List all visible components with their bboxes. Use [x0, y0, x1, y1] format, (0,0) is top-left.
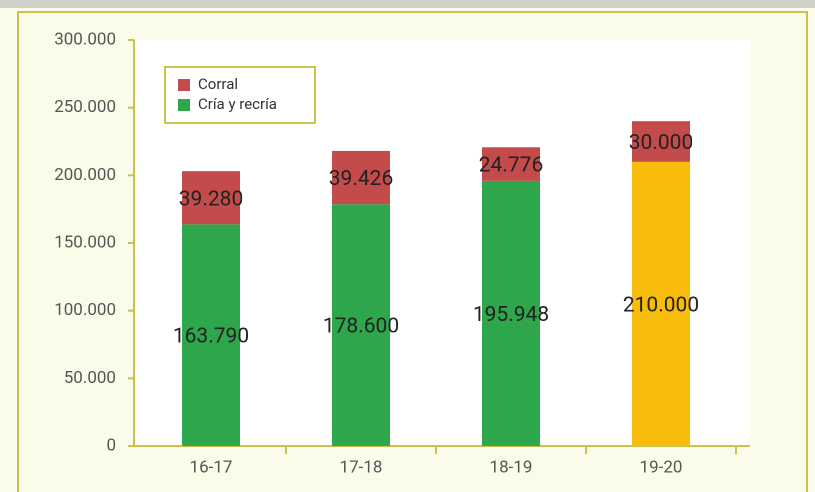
- y-tick-label: 0: [106, 435, 116, 455]
- legend-label: Corral: [198, 75, 238, 93]
- bar-segment: [482, 147, 540, 181]
- x-tick-label: 19-20: [640, 457, 683, 477]
- legend: [164, 66, 316, 124]
- bar-segment: [332, 150, 390, 205]
- value-label: 39.280: [179, 187, 244, 211]
- y-tick-label: 300.000: [54, 29, 116, 49]
- bar-segment: [632, 121, 690, 162]
- value-label: 178.600: [323, 315, 399, 339]
- value-label: 195.948: [473, 303, 549, 327]
- x-tick-label: 18-19: [490, 457, 533, 477]
- y-tick-label: 100.000: [54, 300, 116, 320]
- x-tick-label: 17-18: [340, 457, 383, 477]
- y-tick-label: 150.000: [54, 232, 116, 252]
- value-label: 39.426: [329, 167, 394, 191]
- legend-swatch: [178, 79, 190, 91]
- y-tick-label: 250.000: [54, 97, 116, 117]
- value-label: 30.000: [629, 131, 694, 155]
- value-label: 210.000: [623, 293, 699, 317]
- top-bar: [0, 0, 815, 8]
- value-label: 24.776: [479, 154, 544, 178]
- bar-segment: [182, 171, 240, 225]
- bar-segment: [332, 204, 390, 446]
- value-label: 163.790: [173, 325, 249, 349]
- legend-swatch: [178, 99, 190, 111]
- y-tick-label: 50.000: [64, 368, 116, 388]
- bar-segment: [482, 180, 540, 446]
- bar-segment: [632, 161, 690, 447]
- bar-segment: [182, 224, 240, 446]
- legend-label: Cría y recría: [198, 95, 277, 113]
- y-tick-label: 200.000: [54, 165, 116, 185]
- x-tick-label: 16-17: [190, 457, 233, 477]
